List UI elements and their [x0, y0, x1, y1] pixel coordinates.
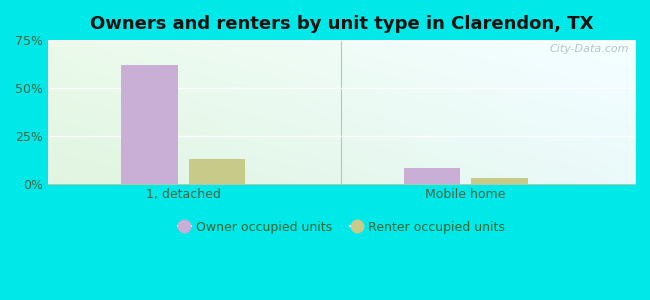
- Title: Owners and renters by unit type in Clarendon, TX: Owners and renters by unit type in Clare…: [90, 15, 593, 33]
- Bar: [471, 178, 528, 184]
- Bar: [404, 168, 460, 184]
- Legend: Owner occupied units, Renter occupied units: Owner occupied units, Renter occupied un…: [173, 216, 510, 239]
- Bar: [122, 65, 177, 184]
- Bar: [189, 159, 246, 184]
- Text: City-Data.com: City-Data.com: [550, 44, 629, 54]
